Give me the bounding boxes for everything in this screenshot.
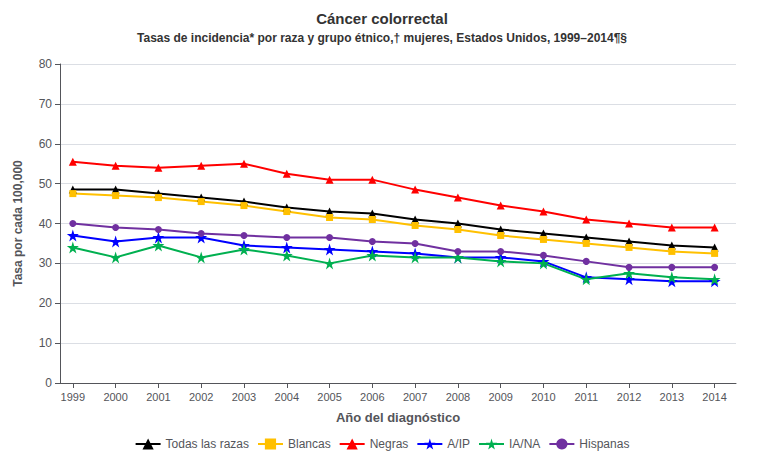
svg-text:2014: 2014 — [702, 391, 726, 403]
svg-text:2013: 2013 — [660, 391, 684, 403]
svg-text:2007: 2007 — [403, 391, 427, 403]
svg-text:2010: 2010 — [531, 391, 555, 403]
svg-text:IA/NA: IA/NA — [509, 437, 540, 451]
svg-text:Año del diagnóstico: Año del diagnóstico — [336, 410, 460, 425]
svg-text:2012: 2012 — [617, 391, 641, 403]
svg-text:0: 0 — [45, 376, 52, 390]
svg-text:1999: 1999 — [61, 391, 85, 403]
svg-text:2003: 2003 — [232, 391, 256, 403]
svg-text:2008: 2008 — [446, 391, 470, 403]
svg-text:Blancas: Blancas — [288, 437, 331, 451]
svg-text:2005: 2005 — [317, 391, 341, 403]
svg-text:40: 40 — [39, 217, 53, 231]
svg-text:2002: 2002 — [189, 391, 213, 403]
svg-text:80: 80 — [39, 57, 53, 71]
svg-text:Todas las razas: Todas las razas — [166, 437, 249, 451]
svg-text:Negras: Negras — [370, 437, 409, 451]
svg-text:2001: 2001 — [146, 391, 170, 403]
svg-text:2000: 2000 — [103, 391, 127, 403]
svg-text:60: 60 — [39, 137, 53, 151]
svg-text:70: 70 — [39, 97, 53, 111]
svg-text:2004: 2004 — [275, 391, 299, 403]
svg-text:2011: 2011 — [574, 391, 598, 403]
svg-text:2006: 2006 — [360, 391, 384, 403]
svg-text:10: 10 — [39, 336, 53, 350]
svg-text:A/IP: A/IP — [447, 437, 470, 451]
svg-text:Hispanas: Hispanas — [579, 437, 629, 451]
svg-text:Cáncer colorrectal: Cáncer colorrectal — [316, 10, 448, 27]
svg-text:30: 30 — [39, 256, 53, 270]
svg-text:50: 50 — [39, 177, 53, 191]
svg-text:Tasa por cada 100,000: Tasa por cada 100,000 — [11, 160, 25, 287]
svg-text:20: 20 — [39, 296, 53, 310]
svg-text:2009: 2009 — [488, 391, 512, 403]
svg-text:Tasas de incidencia* por raza: Tasas de incidencia* por raza y grupo ét… — [137, 31, 627, 45]
